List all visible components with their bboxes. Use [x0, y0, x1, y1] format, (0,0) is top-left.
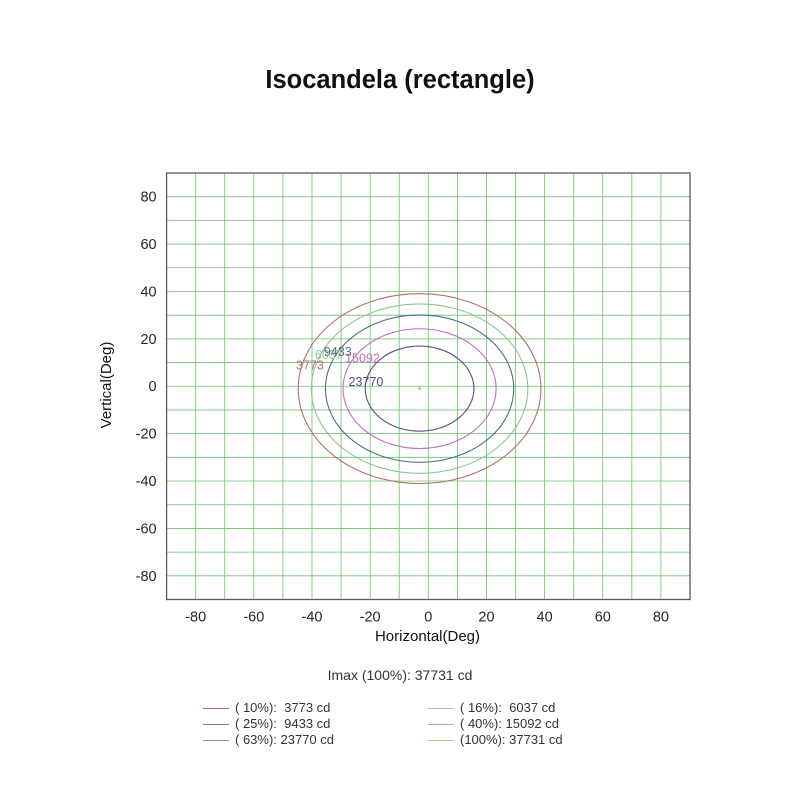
- svg-text:80: 80: [140, 190, 156, 206]
- svg-text:80: 80: [653, 610, 669, 626]
- svg-text:-60: -60: [136, 521, 157, 537]
- svg-text:-60: -60: [243, 610, 264, 626]
- svg-text:23770: 23770: [349, 375, 384, 389]
- svg-text:-20: -20: [136, 427, 157, 443]
- svg-text:15092: 15092: [345, 351, 380, 365]
- svg-text:-20: -20: [360, 610, 381, 626]
- svg-text:20: 20: [140, 332, 156, 348]
- svg-text:40: 40: [140, 285, 156, 301]
- svg-text:60: 60: [595, 610, 611, 626]
- svg-text:-40: -40: [136, 474, 157, 490]
- svg-text:0: 0: [424, 610, 432, 626]
- svg-text:-80: -80: [136, 569, 157, 585]
- svg-text:0: 0: [149, 379, 157, 395]
- svg-text:-80: -80: [185, 610, 206, 626]
- svg-text:-40: -40: [302, 610, 323, 626]
- svg-text:40: 40: [537, 610, 553, 626]
- svg-text:60: 60: [140, 237, 156, 253]
- svg-text:20: 20: [478, 610, 494, 626]
